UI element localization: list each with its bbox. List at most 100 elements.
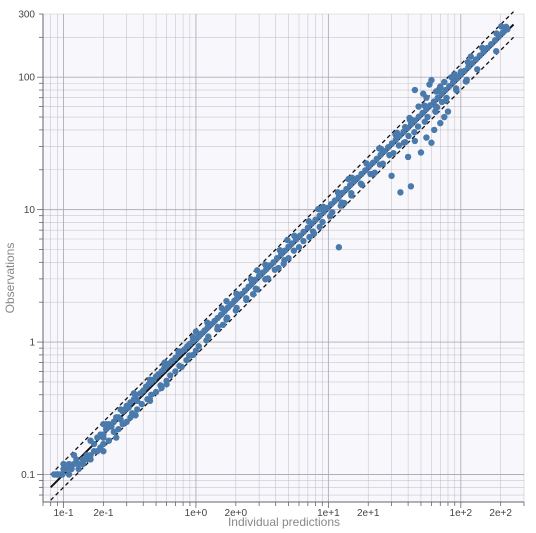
data-point: [319, 218, 326, 226]
x-tick-label: 1e+1: [317, 508, 340, 519]
data-point: [395, 142, 403, 149]
x-tick-label: 2e+0: [225, 508, 248, 519]
data-point: [130, 390, 138, 397]
data-point: [253, 267, 261, 274]
data-point: [464, 58, 472, 66]
data-point: [401, 123, 409, 131]
data-point: [424, 113, 431, 121]
data-point: [125, 404, 132, 411]
data-points: [50, 23, 511, 478]
x-tick-label: 2e+1: [357, 508, 380, 519]
data-point: [189, 333, 197, 341]
data-point: [300, 237, 307, 245]
data-point: [133, 397, 141, 405]
data-point: [100, 431, 107, 438]
data-point: [441, 78, 448, 86]
x-tick-label: 1e+0: [185, 508, 208, 519]
data-point: [498, 23, 505, 30]
data-point: [417, 149, 425, 156]
data-point: [437, 119, 444, 127]
data-point: [152, 388, 160, 396]
data-point: [133, 406, 141, 413]
data-point: [94, 447, 101, 455]
data-point: [148, 391, 155, 398]
data-point: [68, 465, 75, 473]
data-point: [175, 348, 182, 355]
data-point: [407, 183, 415, 190]
x-axis-title: Individual predictions: [228, 515, 340, 529]
data-point: [100, 440, 107, 448]
data-point: [105, 437, 113, 444]
data-point: [271, 266, 279, 273]
data-point: [329, 209, 336, 216]
data-point: [376, 145, 383, 152]
data-point: [233, 304, 240, 312]
data-point: [218, 305, 226, 312]
data-point: [371, 169, 378, 176]
data-point: [415, 103, 422, 110]
data-point: [345, 175, 352, 183]
data-point: [60, 460, 67, 468]
data-point: [119, 420, 126, 428]
data-point: [369, 159, 377, 166]
data-point: [138, 400, 145, 408]
data-point: [421, 118, 429, 125]
data-point: [316, 223, 323, 231]
data-point: [189, 351, 197, 359]
data-point: [100, 447, 107, 455]
data-point: [273, 254, 281, 262]
y-tick-label: 0.1: [21, 470, 35, 481]
data-point: [478, 44, 486, 51]
data-point: [431, 126, 438, 134]
data-point: [335, 244, 343, 251]
data-point: [300, 228, 307, 236]
x-tick-label: 1e-1: [54, 508, 74, 519]
data-point: [113, 434, 120, 441]
data-point: [252, 285, 259, 292]
data-point: [192, 328, 200, 335]
data-point: [70, 451, 78, 459]
data-point: [362, 167, 369, 174]
data-point: [146, 397, 154, 405]
data-point: [288, 240, 296, 247]
data-point: [83, 456, 91, 463]
data-point: [219, 321, 227, 329]
data-point: [421, 102, 428, 109]
data-point: [284, 236, 291, 244]
data-point: [276, 246, 284, 254]
data-point: [348, 190, 355, 197]
data-point: [87, 437, 94, 444]
data-point: [108, 423, 115, 430]
data-point: [178, 363, 185, 371]
data-point: [474, 66, 481, 73]
data-point: [363, 160, 370, 167]
data-point: [290, 247, 298, 254]
data-point: [233, 290, 240, 297]
data-point: [304, 224, 312, 231]
data-point: [247, 276, 255, 283]
data-point: [306, 233, 313, 241]
data-point: [172, 368, 179, 375]
data-point: [492, 48, 500, 55]
data-point: [262, 261, 269, 268]
data-point: [223, 297, 230, 305]
data-point: [204, 319, 211, 326]
y-axis-title: Observations: [3, 243, 17, 314]
data-point: [331, 197, 339, 204]
data-point: [452, 85, 460, 92]
data-point: [411, 86, 419, 94]
data-point: [195, 343, 202, 350]
x-tick-label: 2e-1: [93, 508, 113, 519]
data-point: [388, 140, 396, 147]
data-point: [158, 384, 165, 392]
data-point: [420, 90, 427, 97]
data-point: [117, 406, 124, 413]
data-point: [428, 139, 435, 146]
data-point: [457, 68, 465, 75]
minor-ticks: [37, 13, 525, 508]
x-axis-ticks: 1e-1 2e-1 1e+0 2e+0 1e+1 2e+1 1e+2 2e+2: [54, 508, 513, 519]
data-point: [163, 381, 170, 388]
data-point: [146, 376, 154, 383]
data-point: [270, 259, 277, 266]
